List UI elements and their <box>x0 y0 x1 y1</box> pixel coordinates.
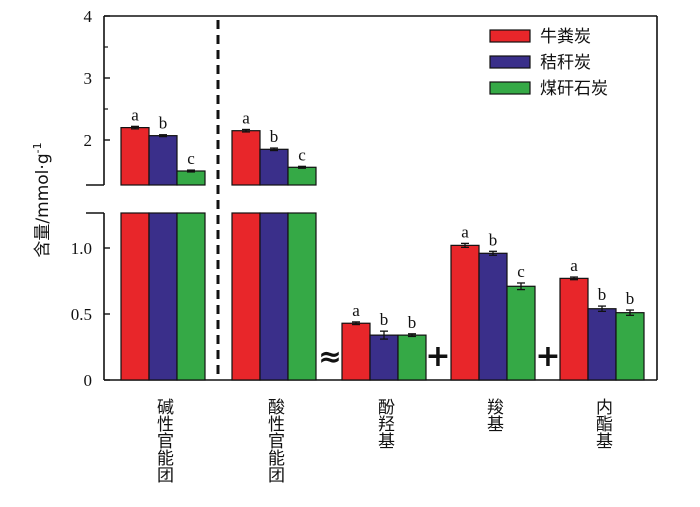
significance-letter: a <box>352 301 360 320</box>
category-label: 内酯基 <box>592 398 613 449</box>
bar-upper-segment <box>231 130 261 186</box>
significance-letter: b <box>380 310 389 329</box>
y-tick-label: 0 <box>84 371 93 390</box>
y-tick-label: 1.0 <box>71 239 92 258</box>
bar-lower-segment <box>231 212 261 381</box>
significance-letter: b <box>489 230 498 249</box>
y-tick-label: 2 <box>84 131 93 150</box>
significance-letter: c <box>187 149 195 168</box>
legend-label: 秸秆炭 <box>540 53 591 73</box>
bar <box>341 322 371 381</box>
bar-upper-segment <box>287 166 317 186</box>
significance-letter: b <box>270 127 279 146</box>
legend-label: 牛粪炭 <box>540 27 591 47</box>
category-label: 酸性官能团 <box>264 398 285 483</box>
bar-upper-segment <box>259 148 289 186</box>
category-label: 酚羟基 <box>374 398 395 449</box>
bar-upper-segment <box>176 170 206 186</box>
bar <box>559 277 589 381</box>
bars-layer <box>120 125 645 381</box>
significance-letter: a <box>461 222 469 241</box>
bar <box>478 252 508 381</box>
group-operator-symbol: ≈ <box>318 340 341 373</box>
category-label: 碱性官能团 <box>153 398 174 483</box>
significance-letter: b <box>408 313 417 332</box>
bar <box>450 244 480 381</box>
significance-letter: c <box>298 145 306 164</box>
y-axis-label-exponent: -1 <box>31 142 44 153</box>
bar-lower-segment <box>148 212 178 381</box>
y-tick-label: 4 <box>84 7 93 26</box>
group-operator-symbol: + <box>425 339 450 374</box>
bar <box>506 285 536 381</box>
significance-letter: a <box>242 108 250 127</box>
significance-letter: a <box>570 256 578 275</box>
y-tick-label: 0.5 <box>71 305 92 324</box>
significance-letter: b <box>598 285 607 304</box>
significance-letter: b <box>159 114 168 133</box>
category-label: 羧基 <box>483 398 504 432</box>
bar <box>615 312 645 381</box>
bar-lower-segment <box>287 212 317 381</box>
bar-lower-segment <box>259 212 289 381</box>
bar-lower-segment <box>120 212 150 381</box>
bar-upper-segment <box>120 126 150 186</box>
significance-letter: b <box>626 289 635 308</box>
bar <box>369 334 399 381</box>
bar <box>587 308 617 381</box>
legend-swatch <box>489 81 531 95</box>
significance-letter: c <box>517 262 525 281</box>
legend-swatch <box>489 55 531 69</box>
legend-label: 煤矸石炭 <box>540 79 608 99</box>
y-axis-label: 含量/mmol·g-1 <box>31 142 53 257</box>
significance-letter: a <box>131 105 139 124</box>
group-operator-symbol: + <box>535 339 560 374</box>
y-tick-label: 3 <box>84 69 93 88</box>
legend-swatch <box>489 29 531 43</box>
bar-lower-segment <box>176 212 206 381</box>
bar-upper-segment <box>148 135 178 186</box>
bar <box>397 334 427 381</box>
